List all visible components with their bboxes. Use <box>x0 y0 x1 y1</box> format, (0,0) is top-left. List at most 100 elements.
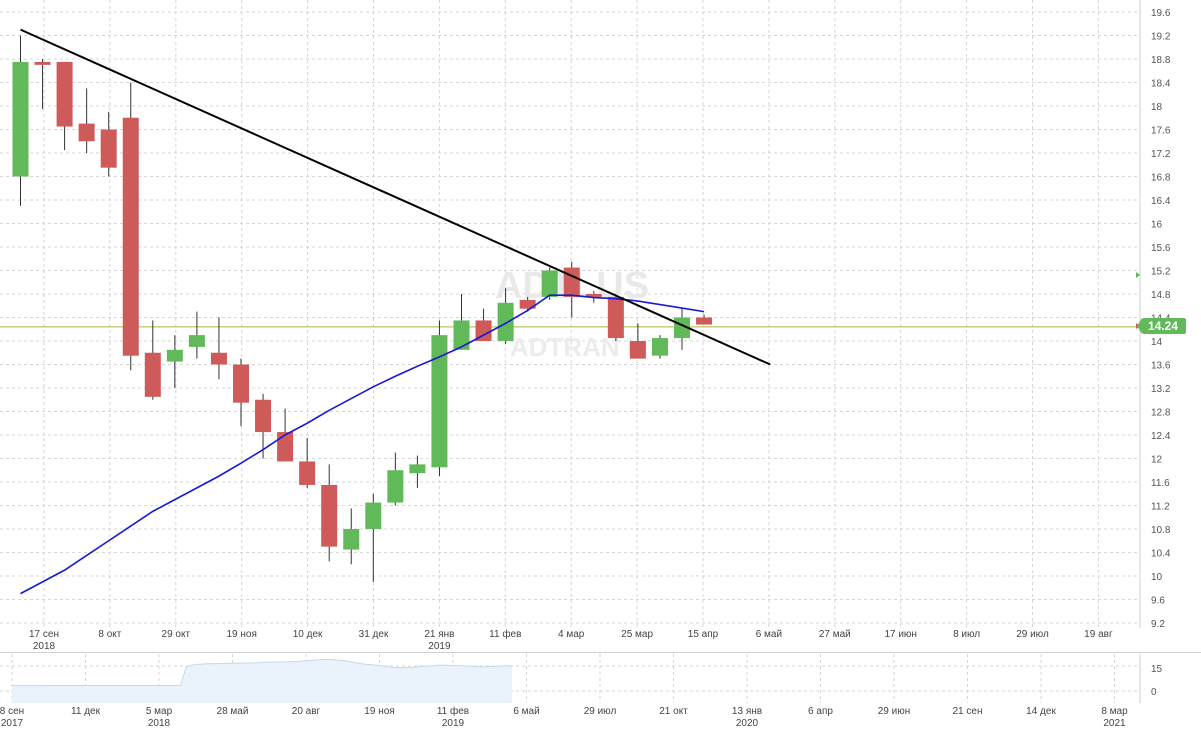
candle-down <box>475 320 492 341</box>
navigator-date-label: 8 мар <box>1101 706 1128 717</box>
price-tick-label: 15.6 <box>1151 243 1171 254</box>
navigator-axis: 15 0 <box>1151 664 1163 698</box>
date-tick-label: 19 ноя <box>226 629 256 640</box>
navigator-date-label: 20 авг <box>292 706 321 717</box>
date-tick-label: 8 окт <box>98 629 121 640</box>
navigator-year-label: 2021 <box>1103 718 1126 729</box>
navigator-year-label: 2017 <box>1 718 24 729</box>
date-tick-label: 4 мар <box>558 629 585 640</box>
candle-up <box>365 502 382 529</box>
date-tick-label: 25 мар <box>621 629 653 640</box>
price-tick-label: 12 <box>1151 455 1163 466</box>
candle-up <box>188 335 205 347</box>
candle-down <box>607 296 624 339</box>
price-tick-label: 19.6 <box>1151 8 1171 19</box>
candle-up <box>453 320 470 350</box>
candle-down <box>585 294 602 297</box>
candle-up <box>651 338 668 356</box>
price-tick-label: 17.6 <box>1151 126 1171 137</box>
price-axis: 9.2 9.6 10 10.4 10.8 11.2 11.6 12 12.4 12.8 13.2 13… <box>1151 8 1171 630</box>
date-tick-label: 17 июн <box>884 629 917 640</box>
price-tick-label: 12.8 <box>1151 408 1171 419</box>
candle-down <box>321 484 338 547</box>
candles <box>12 35 713 582</box>
navigator-line <box>12 658 513 687</box>
price-tick-label: 16.8 <box>1151 173 1171 184</box>
date-tick-label: 17 сен <box>29 629 59 640</box>
candle-down <box>255 399 272 433</box>
candle-down <box>233 364 249 403</box>
date-tick-label: 27 май <box>819 629 851 640</box>
candle-down <box>78 123 95 142</box>
price-tick-label: 13.6 <box>1151 361 1171 372</box>
date-tick-label: 11 фев <box>489 628 521 640</box>
price-tick-label: 13.2 <box>1151 384 1171 395</box>
navigator-date-label: 19 ноя <box>364 706 394 717</box>
navigator-date-label: 21 окт <box>659 706 688 717</box>
candle-down <box>696 317 713 325</box>
main-grid <box>0 0 1141 628</box>
price-tick-label: 10.8 <box>1151 525 1171 536</box>
price-tick-label: 11.2 <box>1151 502 1170 513</box>
navigator-year-label: 2019 <box>442 718 465 729</box>
navigator-year-label: 2018 <box>148 718 171 729</box>
date-tick-label: 31 дек <box>359 629 389 640</box>
candle-up <box>497 302 514 341</box>
candle-down <box>277 432 294 462</box>
candle-down <box>519 299 536 309</box>
candle-down <box>34 61 51 65</box>
navigator-date-label: 11 дек <box>71 706 101 717</box>
navigator-date-label: 5 мар <box>146 706 173 717</box>
candle-up <box>409 464 426 474</box>
price-tick-label: 9.6 <box>1151 596 1165 607</box>
price-tick-label: 14 <box>1151 337 1163 348</box>
year-tick-label: 2018 <box>33 641 56 652</box>
date-tick-label: 19 авг <box>1084 629 1113 640</box>
navigator-date-label: 21 сен <box>953 706 983 717</box>
price-tick-label: 10.4 <box>1151 549 1171 560</box>
date-tick-label: 6 май <box>756 629 782 640</box>
navigator-date-label: 6 май <box>513 706 539 717</box>
candle-up <box>431 335 448 468</box>
price-tick-label: 12.4 <box>1151 431 1171 442</box>
candle-down <box>563 267 580 297</box>
candle-up <box>541 270 558 297</box>
candle-down <box>299 461 316 485</box>
axis-marker-up-icon <box>1136 272 1140 278</box>
price-tick-label: 14.8 <box>1151 290 1171 301</box>
trend-line[interactable] <box>20 28 771 366</box>
date-tick-label: 29 июл <box>1016 629 1049 640</box>
moving-average-line <box>20 294 705 595</box>
date-tick-label: 21 янв <box>424 629 454 640</box>
candle-down <box>122 117 139 356</box>
price-tick-label: 16 <box>1151 220 1163 231</box>
navigator-date-label: 6 апр <box>808 706 833 717</box>
price-tick-label: 9.2 <box>1151 619 1165 630</box>
navigator-area <box>12 659 512 703</box>
candle-down <box>629 341 646 359</box>
candle-down <box>100 129 117 168</box>
price-tick-label: 18.4 <box>1151 79 1171 90</box>
candle-down <box>144 352 161 397</box>
candle-up <box>166 349 183 362</box>
navigator-date-label: 29 июн <box>878 706 911 717</box>
candle-up <box>343 529 360 550</box>
navigator-date-label: 11 фев <box>437 705 469 717</box>
price-tick-label: 15.2 <box>1151 267 1171 278</box>
date-tick-label: 15 апр <box>688 629 719 640</box>
year-tick-label: 2019 <box>428 641 451 652</box>
navigator-grid <box>0 654 1141 703</box>
price-tick-label: 10 <box>1151 572 1163 583</box>
candle-down <box>56 61 73 127</box>
price-badge-background <box>1142 318 1186 334</box>
navigator-date-label: 14 дек <box>1026 706 1056 717</box>
candle-up <box>387 470 404 503</box>
price-badge: 14.24 <box>1137 318 1186 334</box>
candle-up <box>12 61 29 177</box>
price-badge-pointer-icon <box>1137 318 1142 334</box>
